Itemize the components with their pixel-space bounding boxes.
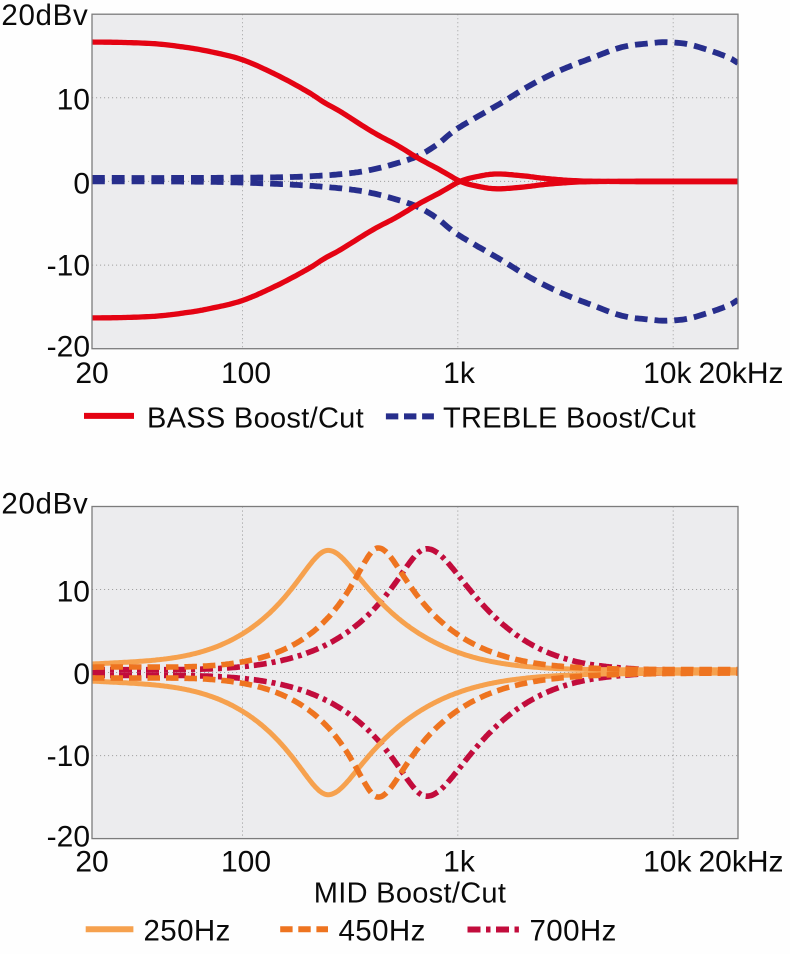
svg-text:-10: -10 <box>47 250 90 283</box>
svg-text:-20: -20 <box>47 330 90 363</box>
svg-text:20dBv: 20dBv <box>1 488 88 521</box>
svg-text:20kHz: 20kHz <box>698 357 783 390</box>
svg-text:0: 0 <box>73 658 90 691</box>
svg-text:20kHz: 20kHz <box>698 846 783 879</box>
svg-text:10k: 10k <box>643 846 692 879</box>
svg-text:BASS Boost/Cut: BASS Boost/Cut <box>147 403 364 435</box>
svg-text:10: 10 <box>57 575 90 608</box>
svg-text:MID Boost/Cut: MID Boost/Cut <box>314 878 506 910</box>
svg-text:20dBv: 20dBv <box>1 0 88 32</box>
svg-text:-10: -10 <box>47 740 90 773</box>
svg-text:250Hz: 250Hz <box>144 915 231 948</box>
svg-text:1k: 1k <box>443 357 476 390</box>
svg-text:10: 10 <box>57 83 90 116</box>
svg-text:0: 0 <box>73 167 90 200</box>
svg-text:TREBLE Boost/Cut: TREBLE Boost/Cut <box>443 403 696 435</box>
svg-text:450Hz: 450Hz <box>339 915 426 948</box>
svg-text:20: 20 <box>75 357 108 390</box>
svg-text:700Hz: 700Hz <box>530 915 617 948</box>
svg-text:20: 20 <box>75 846 108 879</box>
svg-text:100: 100 <box>221 357 271 390</box>
svg-text:100: 100 <box>221 846 271 879</box>
svg-text:-20: -20 <box>47 820 90 853</box>
svg-text:10k: 10k <box>643 357 692 390</box>
svg-text:1k: 1k <box>443 846 476 879</box>
